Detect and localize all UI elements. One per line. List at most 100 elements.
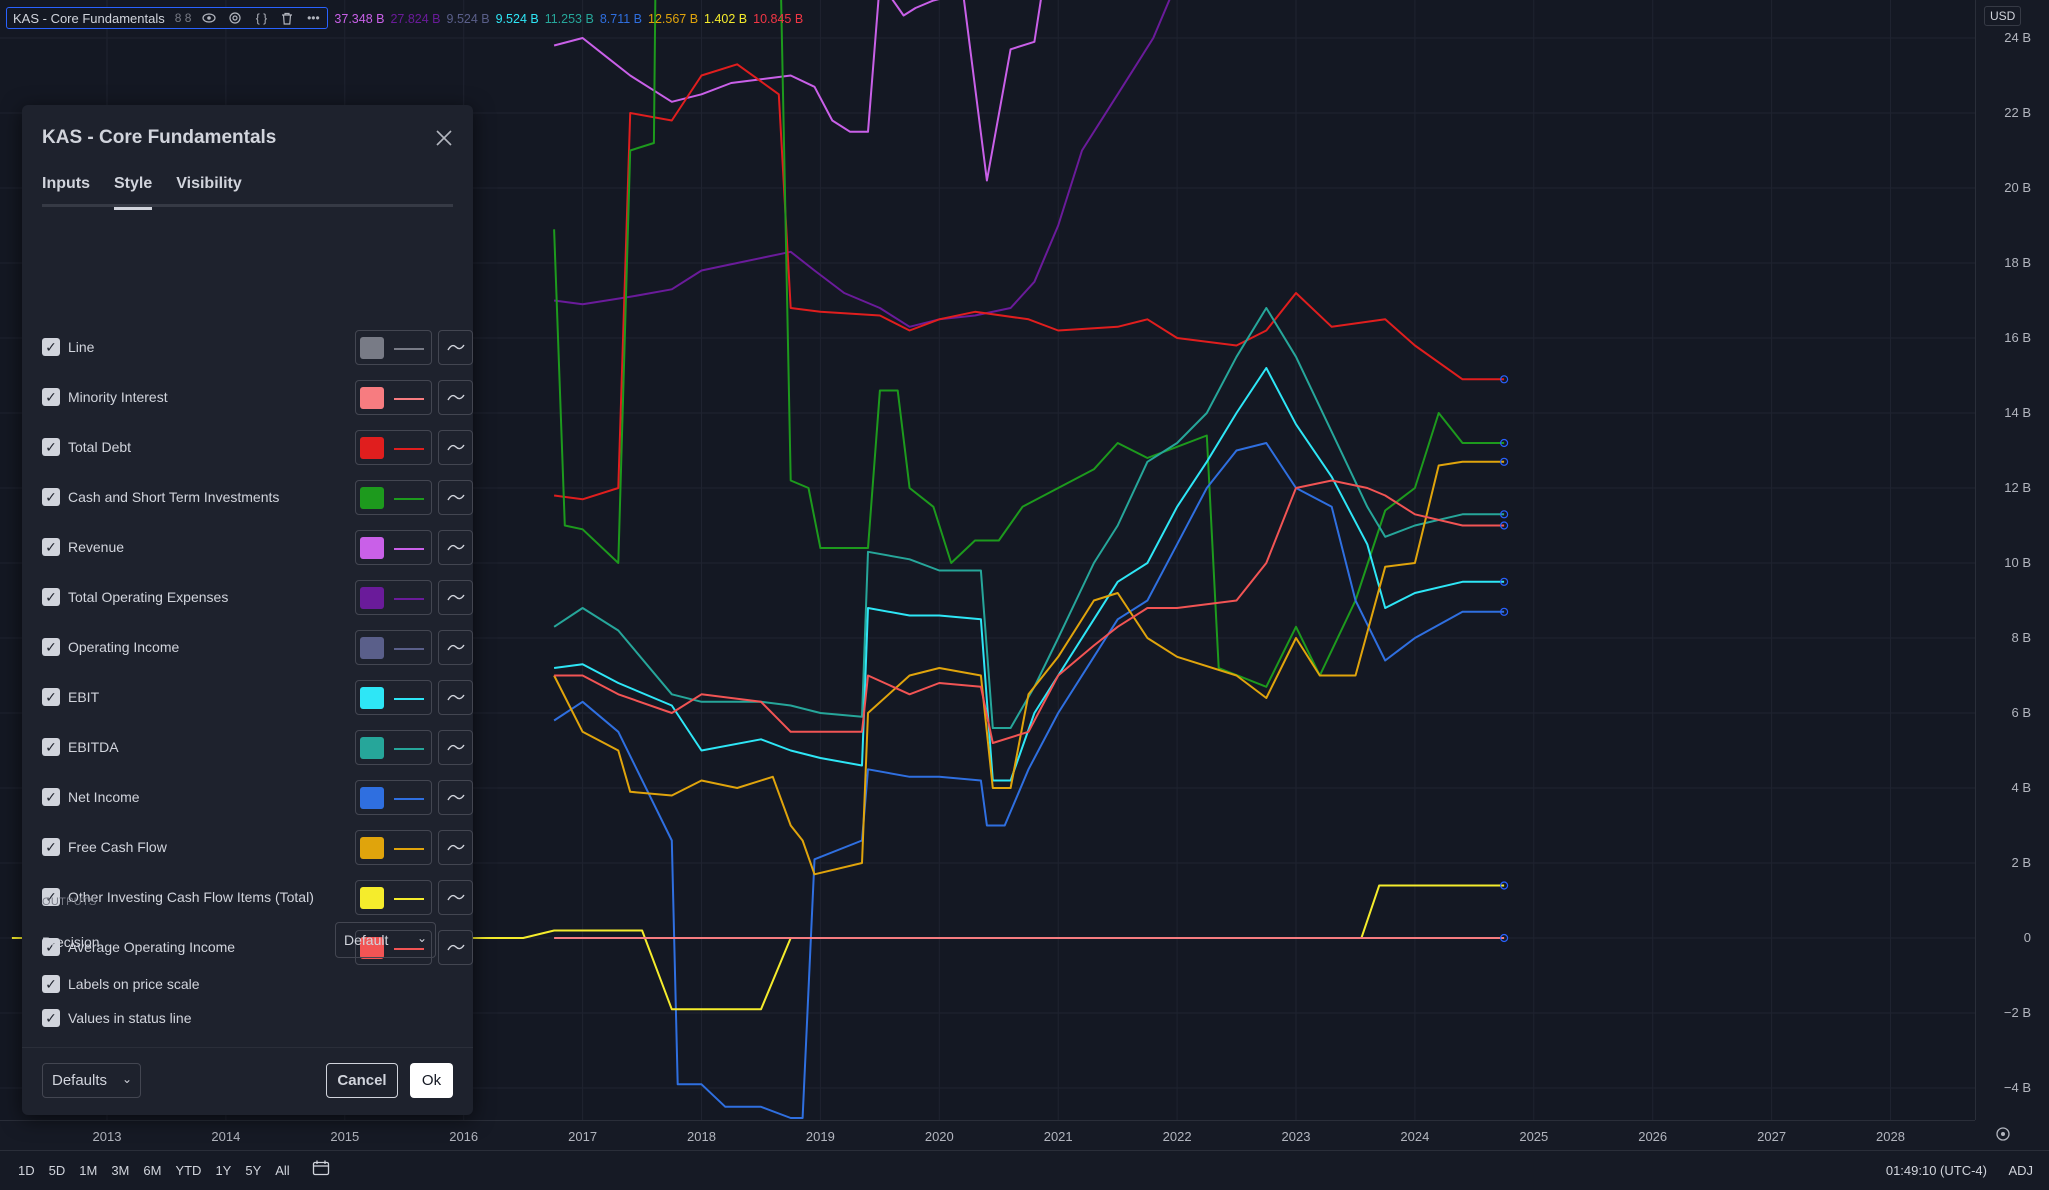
plot-row[interactable]: ✓ Total Debt <box>42 430 473 466</box>
checkbox-checked[interactable]: ✓ <box>42 338 60 356</box>
color-picker-button[interactable] <box>355 430 432 465</box>
range-button-5y[interactable]: 5Y <box>245 1163 262 1178</box>
currency-label[interactable]: USD <box>1984 6 2022 26</box>
plot-row[interactable]: ✓ Operating Income <box>42 630 473 666</box>
plot-label: Net Income <box>68 789 140 805</box>
checkbox-checked[interactable]: ✓ <box>42 1009 60 1027</box>
plot-type-button[interactable] <box>438 380 473 415</box>
plot-type-button[interactable] <box>438 830 473 865</box>
checkbox-checked[interactable]: ✓ <box>42 738 60 756</box>
plot-row[interactable]: ✓ Other Investing Cash Flow Items (Total) <box>42 880 473 916</box>
color-swatch <box>360 537 384 559</box>
plot-type-button[interactable] <box>438 530 473 565</box>
indicator-legend[interactable]: KAS - Core Fundamentals 8 8 { } ••• <box>6 7 329 29</box>
plot-type-button[interactable] <box>438 330 473 365</box>
plot-type-button[interactable] <box>438 930 473 965</box>
checkbox-checked[interactable]: ✓ <box>42 388 60 406</box>
precision-select[interactable]: Default ⌄ <box>335 922 436 958</box>
adj-toggle[interactable]: ADJ <box>2008 1163 2033 1178</box>
time-axis[interactable]: 2013 2014 2015 2016 2017 2018 2019 2020 2021 2022… <box>0 1120 1975 1150</box>
color-picker-button[interactable] <box>355 480 432 515</box>
color-swatch <box>360 637 384 659</box>
color-picker-button[interactable] <box>355 330 432 365</box>
color-picker-button[interactable] <box>355 530 432 565</box>
checkbox-checked[interactable]: ✓ <box>42 975 60 993</box>
checkbox-checked[interactable]: ✓ <box>42 938 60 956</box>
checkbox-checked[interactable]: ✓ <box>42 888 60 906</box>
tab-style[interactable]: Style <box>114 175 153 210</box>
trash-icon[interactable] <box>279 10 295 26</box>
color-picker-button[interactable] <box>355 830 432 865</box>
range-button-1d[interactable]: 1D <box>18 1163 35 1178</box>
series-line <box>553 307 1505 729</box>
time-label: 2027 <box>1757 1129 1787 1144</box>
plot-type-button[interactable] <box>438 430 473 465</box>
range-button-6m[interactable]: 6M <box>143 1163 162 1178</box>
labels-on-scale-row[interactable]: ✓ Labels on price scale <box>42 967 473 1003</box>
defaults-label: Defaults <box>52 1072 108 1089</box>
plot-type-button[interactable] <box>438 480 473 515</box>
series-line <box>553 0 1171 328</box>
checkbox-checked[interactable]: ✓ <box>42 788 60 806</box>
plot-row[interactable]: ✓ EBITDA <box>42 730 473 766</box>
plot-row[interactable]: ✓ Revenue <box>42 530 473 566</box>
eye-icon[interactable] <box>201 10 217 26</box>
line-wave-icon <box>446 594 465 601</box>
color-picker-button[interactable] <box>355 880 432 915</box>
color-swatch <box>360 887 384 909</box>
close-icon[interactable] <box>435 127 453 153</box>
plot-row[interactable]: ✓ Cash and Short Term Investments <box>42 480 473 516</box>
checkbox-checked[interactable]: ✓ <box>42 488 60 506</box>
checkbox-checked[interactable]: ✓ <box>42 588 60 606</box>
plot-label: Total Debt <box>68 439 132 455</box>
checkbox-checked[interactable]: ✓ <box>42 688 60 706</box>
range-button-3m[interactable]: 3M <box>111 1163 130 1178</box>
color-picker-button[interactable] <box>355 930 432 965</box>
values-in-status-row[interactable]: ✓ Values in status line <box>42 1001 473 1037</box>
axis-settings-icon[interactable] <box>1995 1126 2011 1147</box>
color-picker-button[interactable] <box>355 380 432 415</box>
plot-type-button[interactable] <box>438 680 473 715</box>
time-readout[interactable]: 01:49:10 (UTC-4) <box>1885 1163 1987 1178</box>
color-picker-button[interactable] <box>355 730 432 765</box>
range-button-1y[interactable]: 1Y <box>215 1163 232 1178</box>
indicator-title[interactable]: KAS - Core Fundamentals <box>13 10 165 26</box>
tab-inputs[interactable]: Inputs <box>42 175 90 192</box>
cancel-button[interactable]: Cancel <box>326 1063 398 1098</box>
tab-visibility[interactable]: Visibility <box>176 175 242 192</box>
plot-row[interactable]: ✓ Minority Interest <box>42 380 473 416</box>
more-icon[interactable]: ••• <box>307 11 320 25</box>
color-picker-button[interactable] <box>355 580 432 615</box>
plot-type-button[interactable] <box>438 630 473 665</box>
range-button-5d[interactable]: 5D <box>48 1163 66 1178</box>
plot-row[interactable]: ✓ Net Income <box>42 780 473 816</box>
plot-type-button[interactable] <box>438 580 473 615</box>
source-code-icon[interactable]: { } <box>255 11 268 25</box>
time-label: 2019 <box>805 1129 835 1144</box>
calendar-icon[interactable] <box>312 1160 330 1181</box>
checkbox-checked[interactable]: ✓ <box>42 838 60 856</box>
ok-button[interactable]: Ok <box>410 1063 453 1098</box>
plot-type-button[interactable] <box>438 780 473 815</box>
checkbox-checked[interactable]: ✓ <box>42 438 60 456</box>
plot-row[interactable]: ✓ EBIT <box>42 680 473 716</box>
plot-row[interactable]: ✓ Free Cash Flow <box>42 830 473 866</box>
color-picker-button[interactable] <box>355 780 432 815</box>
defaults-button[interactable]: Defaults ⌄ <box>42 1063 141 1098</box>
color-picker-button[interactable] <box>355 680 432 715</box>
range-button-all[interactable]: All <box>275 1163 290 1178</box>
plot-type-button[interactable] <box>438 880 473 915</box>
price-axis[interactable]: USD 48 B46 B44 B42 B40 B38 B36 B34 B32 B… <box>1975 0 2049 1170</box>
range-button-1m[interactable]: 1M <box>79 1163 98 1178</box>
settings-icon[interactable] <box>227 10 243 26</box>
color-picker-button[interactable] <box>355 630 432 665</box>
range-button-ytd[interactable]: YTD <box>175 1163 202 1178</box>
plot-row[interactable]: ✓ Total Operating Expenses <box>42 580 473 616</box>
price-label: 22 B <box>2004 105 2031 120</box>
checkbox-checked[interactable]: ✓ <box>42 638 60 656</box>
plot-row[interactable]: ✓ Line <box>42 330 473 366</box>
plot-row[interactable]: ✓ Average Operating Income <box>42 930 473 966</box>
plot-type-button[interactable] <box>438 730 473 765</box>
checkbox-checked[interactable]: ✓ <box>42 538 60 556</box>
time-label: 2022 <box>1162 1129 1192 1144</box>
